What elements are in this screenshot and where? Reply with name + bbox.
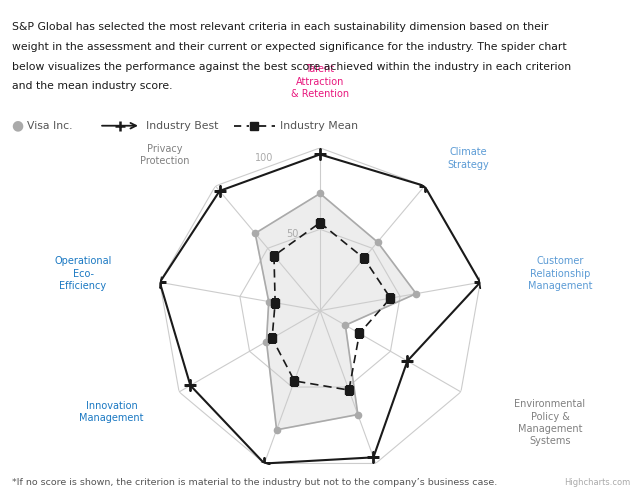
Text: Environmental
Policy &
Management
Systems: Environmental Policy & Management System…: [515, 399, 586, 447]
Text: Operational
Eco-
Efficiency: Operational Eco- Efficiency: [54, 256, 112, 291]
Text: 50: 50: [286, 229, 298, 239]
Text: Climate
Strategy: Climate Strategy: [447, 147, 490, 170]
Text: Industry Best: Industry Best: [146, 121, 218, 131]
Text: S&P Global has selected the most relevant criteria in each sustainability dimens: S&P Global has selected the most relevan…: [12, 22, 548, 32]
Text: below visualizes the performance against the best score achieved within the indu: below visualizes the performance against…: [12, 62, 571, 71]
Text: *If no score is shown, the criterion is material to the industry but not to the : *If no score is shown, the criterion is …: [12, 478, 497, 487]
Text: 100: 100: [255, 153, 273, 163]
Text: Highcharts.com: Highcharts.com: [564, 478, 630, 487]
Text: Customer
Relationship
Management: Customer Relationship Management: [528, 256, 593, 291]
Text: and the mean industry score.: and the mean industry score.: [12, 81, 172, 91]
Polygon shape: [255, 193, 416, 430]
Text: Innovation
Management: Innovation Management: [79, 401, 144, 423]
Text: Industry Mean: Industry Mean: [280, 121, 358, 131]
Text: ●: ●: [12, 119, 24, 133]
Text: Visa Inc.: Visa Inc.: [27, 121, 72, 131]
Text: Privacy
Protection: Privacy Protection: [140, 143, 189, 166]
Text: Talent
Attraction
& Retention: Talent Attraction & Retention: [291, 64, 349, 99]
Text: weight in the assessment and their current or expected significance for the indu: weight in the assessment and their curre…: [12, 42, 566, 52]
